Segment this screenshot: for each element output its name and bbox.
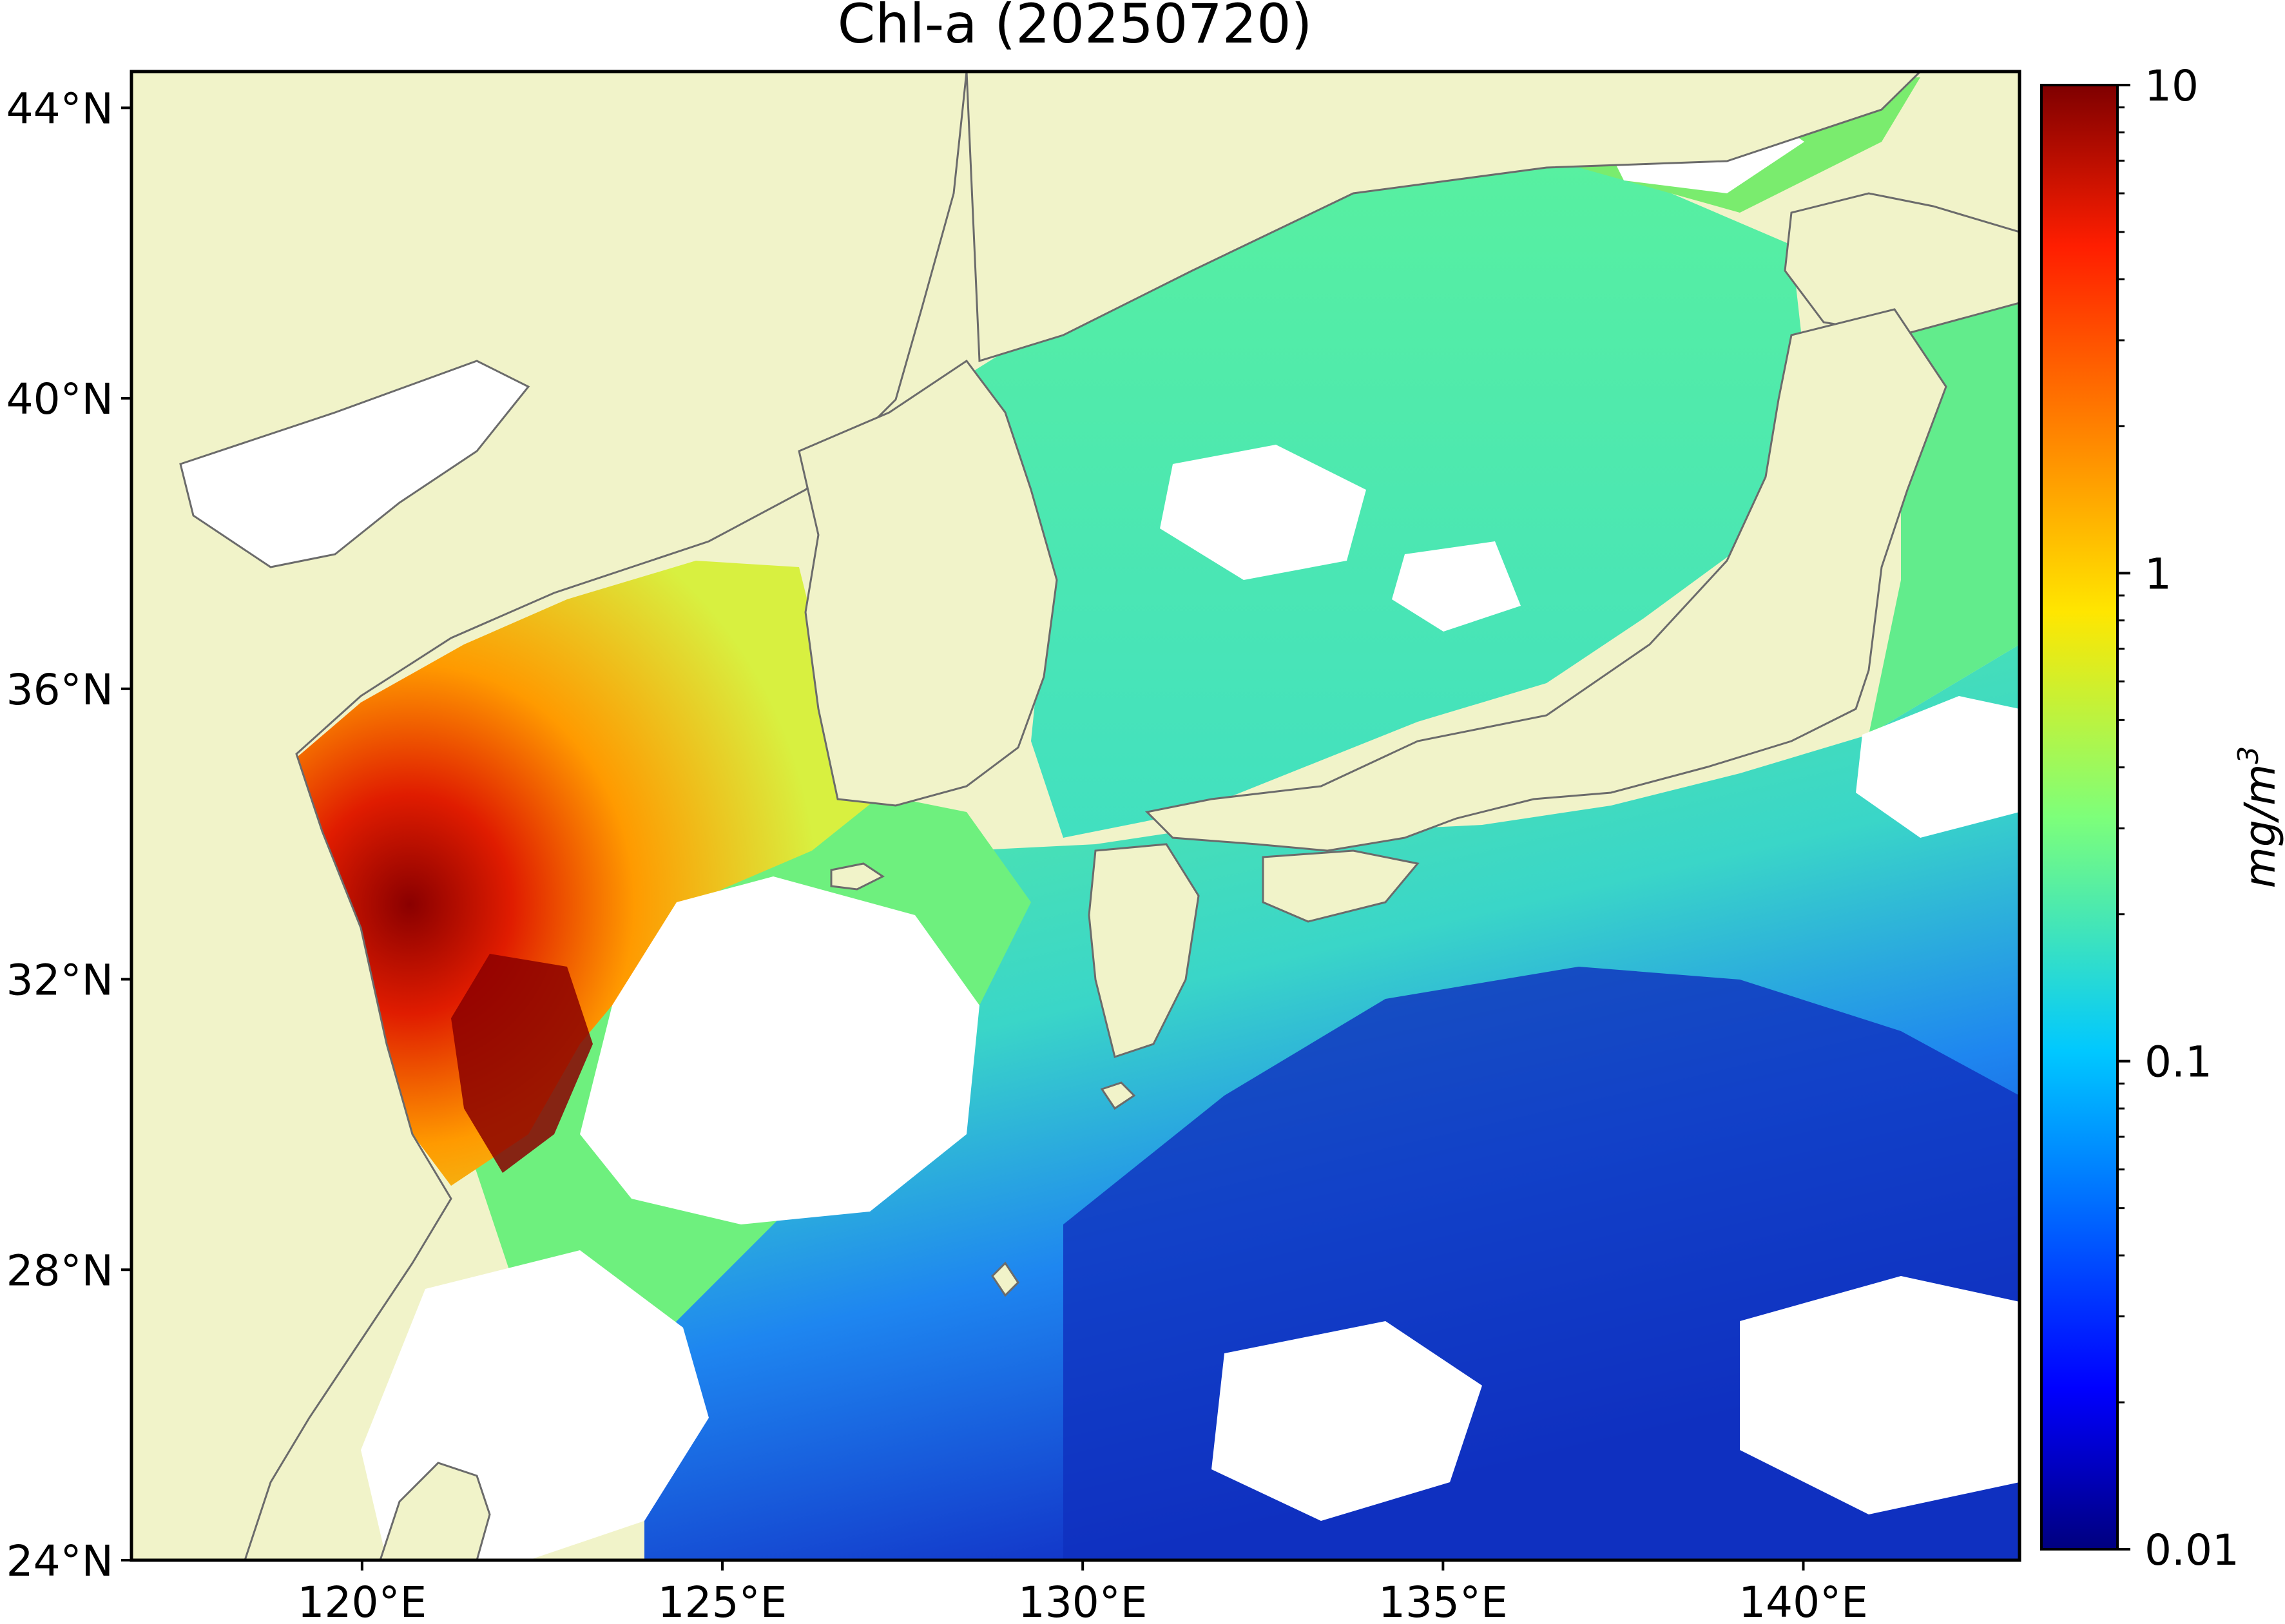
y-tick-label: 44°N — [6, 84, 113, 133]
colorbar-unit: mg/m3 — [2232, 746, 2285, 889]
hokkaido — [1784, 192, 2020, 336]
kyushu — [1088, 843, 1200, 1058]
taiwan — [379, 1462, 491, 1560]
colorbar-ticks: 10 1 0.1 0.01 — [2117, 61, 2239, 1575]
east-sea-chlorophyll — [928, 155, 1804, 838]
y-tick-label: 36°N — [6, 665, 113, 715]
x-tick-label: 140°E — [1739, 1578, 1868, 1624]
land-masses — [131, 72, 2020, 1560]
colorbar-tick-label: 1 — [2145, 549, 2172, 599]
colorbar-tick-label: 10 — [2145, 61, 2199, 111]
colorbar-frame — [2040, 84, 2119, 1551]
y-tick-label: 28°N — [6, 1246, 113, 1295]
x-tick-label: 120°E — [298, 1578, 427, 1624]
honshu — [1144, 308, 1947, 852]
map-title: Chl-a (20250720) — [838, 0, 1313, 55]
tanegashima-island — [1100, 1081, 1136, 1110]
x-tick-label: 135°E — [1378, 1578, 1508, 1624]
y-tick-label: 32°N — [6, 956, 113, 1005]
korean-peninsula — [798, 359, 1058, 807]
colorbar: 10 1 0.1 0.01 mg/m3 — [2040, 61, 2285, 1575]
colorbar-tick-label: 0.1 — [2145, 1038, 2212, 1087]
latitude-axis: 44°N 40°N 36°N 32°N 28°N 24°N — [6, 84, 131, 1586]
y-tick-label: 40°N — [6, 374, 113, 424]
colorbar-tick-label: 0.01 — [2145, 1525, 2239, 1575]
longitude-axis: 120°E 125°E 130°E 135°E 140°E — [298, 1560, 1868, 1624]
jeju-island — [830, 862, 885, 891]
shikoku — [1262, 849, 1420, 923]
yangtze-plume — [451, 954, 593, 1173]
map-frame — [130, 70, 2021, 1562]
colorbar-gradient — [2041, 85, 2117, 1549]
russian-coast — [965, 72, 1922, 363]
okinawa-island — [991, 1261, 1019, 1297]
x-tick-label: 125°E — [658, 1578, 787, 1624]
x-tick-label: 130°E — [1018, 1578, 1148, 1624]
y-tick-label: 24°N — [6, 1536, 113, 1586]
map-panel — [131, 72, 2020, 1560]
bohai-sea-area — [179, 360, 530, 568]
yellow-sea-chlorophyll — [293, 561, 876, 1186]
